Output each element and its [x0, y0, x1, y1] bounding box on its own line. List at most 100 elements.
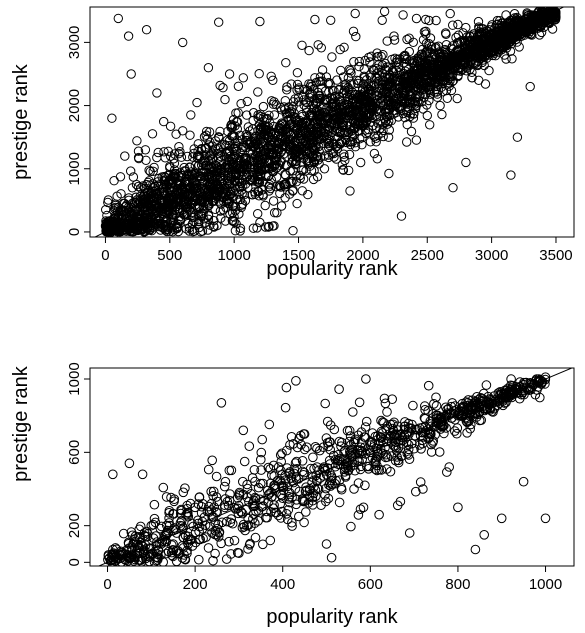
bottom-data-point — [324, 455, 335, 466]
top-data-point — [238, 73, 249, 83]
bottom-data-point — [336, 441, 346, 452]
bottom-data-point — [334, 497, 345, 508]
top-data-point — [152, 88, 162, 98]
top-data-point — [313, 40, 323, 50]
bottom-data-point — [206, 505, 217, 515]
top-data-point — [291, 171, 301, 181]
top-data-point — [345, 186, 355, 196]
top-data-point — [442, 93, 452, 104]
top-data-point — [175, 147, 185, 157]
top-data-point — [429, 87, 440, 97]
bottom-data-point — [239, 456, 250, 467]
bottom-data-point — [308, 452, 318, 463]
top-y-tick-label: 0 — [66, 228, 83, 236]
top-data-point — [534, 30, 545, 40]
top-data-point — [215, 142, 225, 152]
top-data-point — [268, 75, 278, 86]
top-data-point — [310, 73, 320, 83]
top-data-point — [405, 56, 415, 66]
top-data-point — [223, 146, 233, 157]
bottom-data-point — [456, 406, 466, 416]
top-data-point — [350, 105, 361, 116]
bottom-data-point — [118, 528, 129, 539]
bottom-data-point — [164, 513, 174, 524]
bottom-data-point — [314, 465, 324, 476]
bottom-data-point — [423, 380, 434, 391]
top-x-tick-label: 1500 — [282, 247, 315, 264]
top-data-point — [189, 216, 199, 227]
bottom-data-point — [124, 458, 135, 469]
top-data-point — [162, 226, 172, 237]
bottom-data-point — [253, 506, 264, 516]
top-data-point — [374, 59, 384, 70]
top-data-point — [228, 157, 239, 168]
bottom-data-point — [296, 439, 306, 450]
bottom-data-point — [226, 465, 237, 476]
bottom-data-point — [361, 374, 371, 384]
bottom-data-point — [203, 543, 214, 553]
top-plot-frame — [89, 6, 575, 238]
bottom-data-point — [412, 424, 422, 435]
top-data-point — [234, 170, 244, 180]
bottom-data-point — [250, 532, 261, 543]
bottom-data-point — [460, 412, 471, 423]
top-data-point — [259, 162, 269, 173]
bottom-data-point — [299, 429, 310, 439]
top-data-point — [291, 177, 302, 187]
top-y-axis-title: prestige rank — [10, 63, 32, 180]
top-data-point — [286, 106, 296, 117]
bottom-data-point — [156, 521, 167, 532]
top-data-point — [506, 170, 516, 180]
bottom-data-point — [234, 548, 244, 559]
bottom-data-point — [420, 414, 430, 424]
bottom-data-point — [269, 500, 279, 510]
top-data-point — [421, 29, 431, 39]
top-data-point — [258, 101, 269, 112]
top-data-point — [304, 79, 314, 89]
top-data-point — [452, 93, 462, 104]
top-data-point — [140, 218, 150, 228]
top-data-point — [168, 209, 178, 220]
bottom-data-point — [414, 423, 425, 434]
top-data-point — [292, 122, 302, 132]
top-data-point — [168, 215, 179, 225]
bottom-data-point — [357, 454, 368, 465]
bottom-data-point — [431, 392, 441, 403]
bottom-data-point — [137, 469, 148, 480]
bottom-data-point — [355, 504, 366, 515]
top-data-point — [265, 132, 275, 142]
top-data-point — [408, 37, 418, 47]
bottom-data-point — [135, 521, 146, 532]
bottom-data-point — [388, 431, 399, 441]
bottom-data-point — [146, 520, 157, 531]
bottom-data-point — [243, 544, 253, 554]
bottom-data-point — [220, 502, 230, 513]
top-data-point — [192, 97, 202, 108]
top-data-point — [373, 79, 383, 89]
bottom-data-point — [315, 445, 325, 456]
top-data-point — [103, 197, 113, 208]
top-y-tick-label: 3000 — [66, 26, 83, 59]
bottom-data-point — [462, 428, 472, 438]
top-data-point — [161, 175, 171, 185]
bottom-data-point — [356, 427, 367, 437]
bottom-x-tick-label: 800 — [445, 576, 470, 593]
bottom-data-point — [477, 393, 488, 404]
top-data-point — [239, 160, 249, 170]
top-data-point — [171, 129, 181, 139]
top-data-point — [460, 38, 470, 48]
top-data-point — [133, 146, 144, 156]
top-data-point — [368, 120, 378, 131]
top-data-point — [443, 79, 453, 89]
top-data-point — [355, 92, 365, 103]
top-data-point — [242, 110, 252, 120]
bottom-data-point — [324, 480, 334, 490]
top-reference-line — [93, 7, 565, 237]
top-data-point — [221, 197, 232, 208]
bottom-data-point — [208, 491, 218, 501]
bottom-data-point — [429, 399, 439, 409]
top-data-point — [302, 144, 313, 154]
bottom-data-point — [238, 476, 248, 487]
bottom-data-point — [190, 537, 201, 548]
